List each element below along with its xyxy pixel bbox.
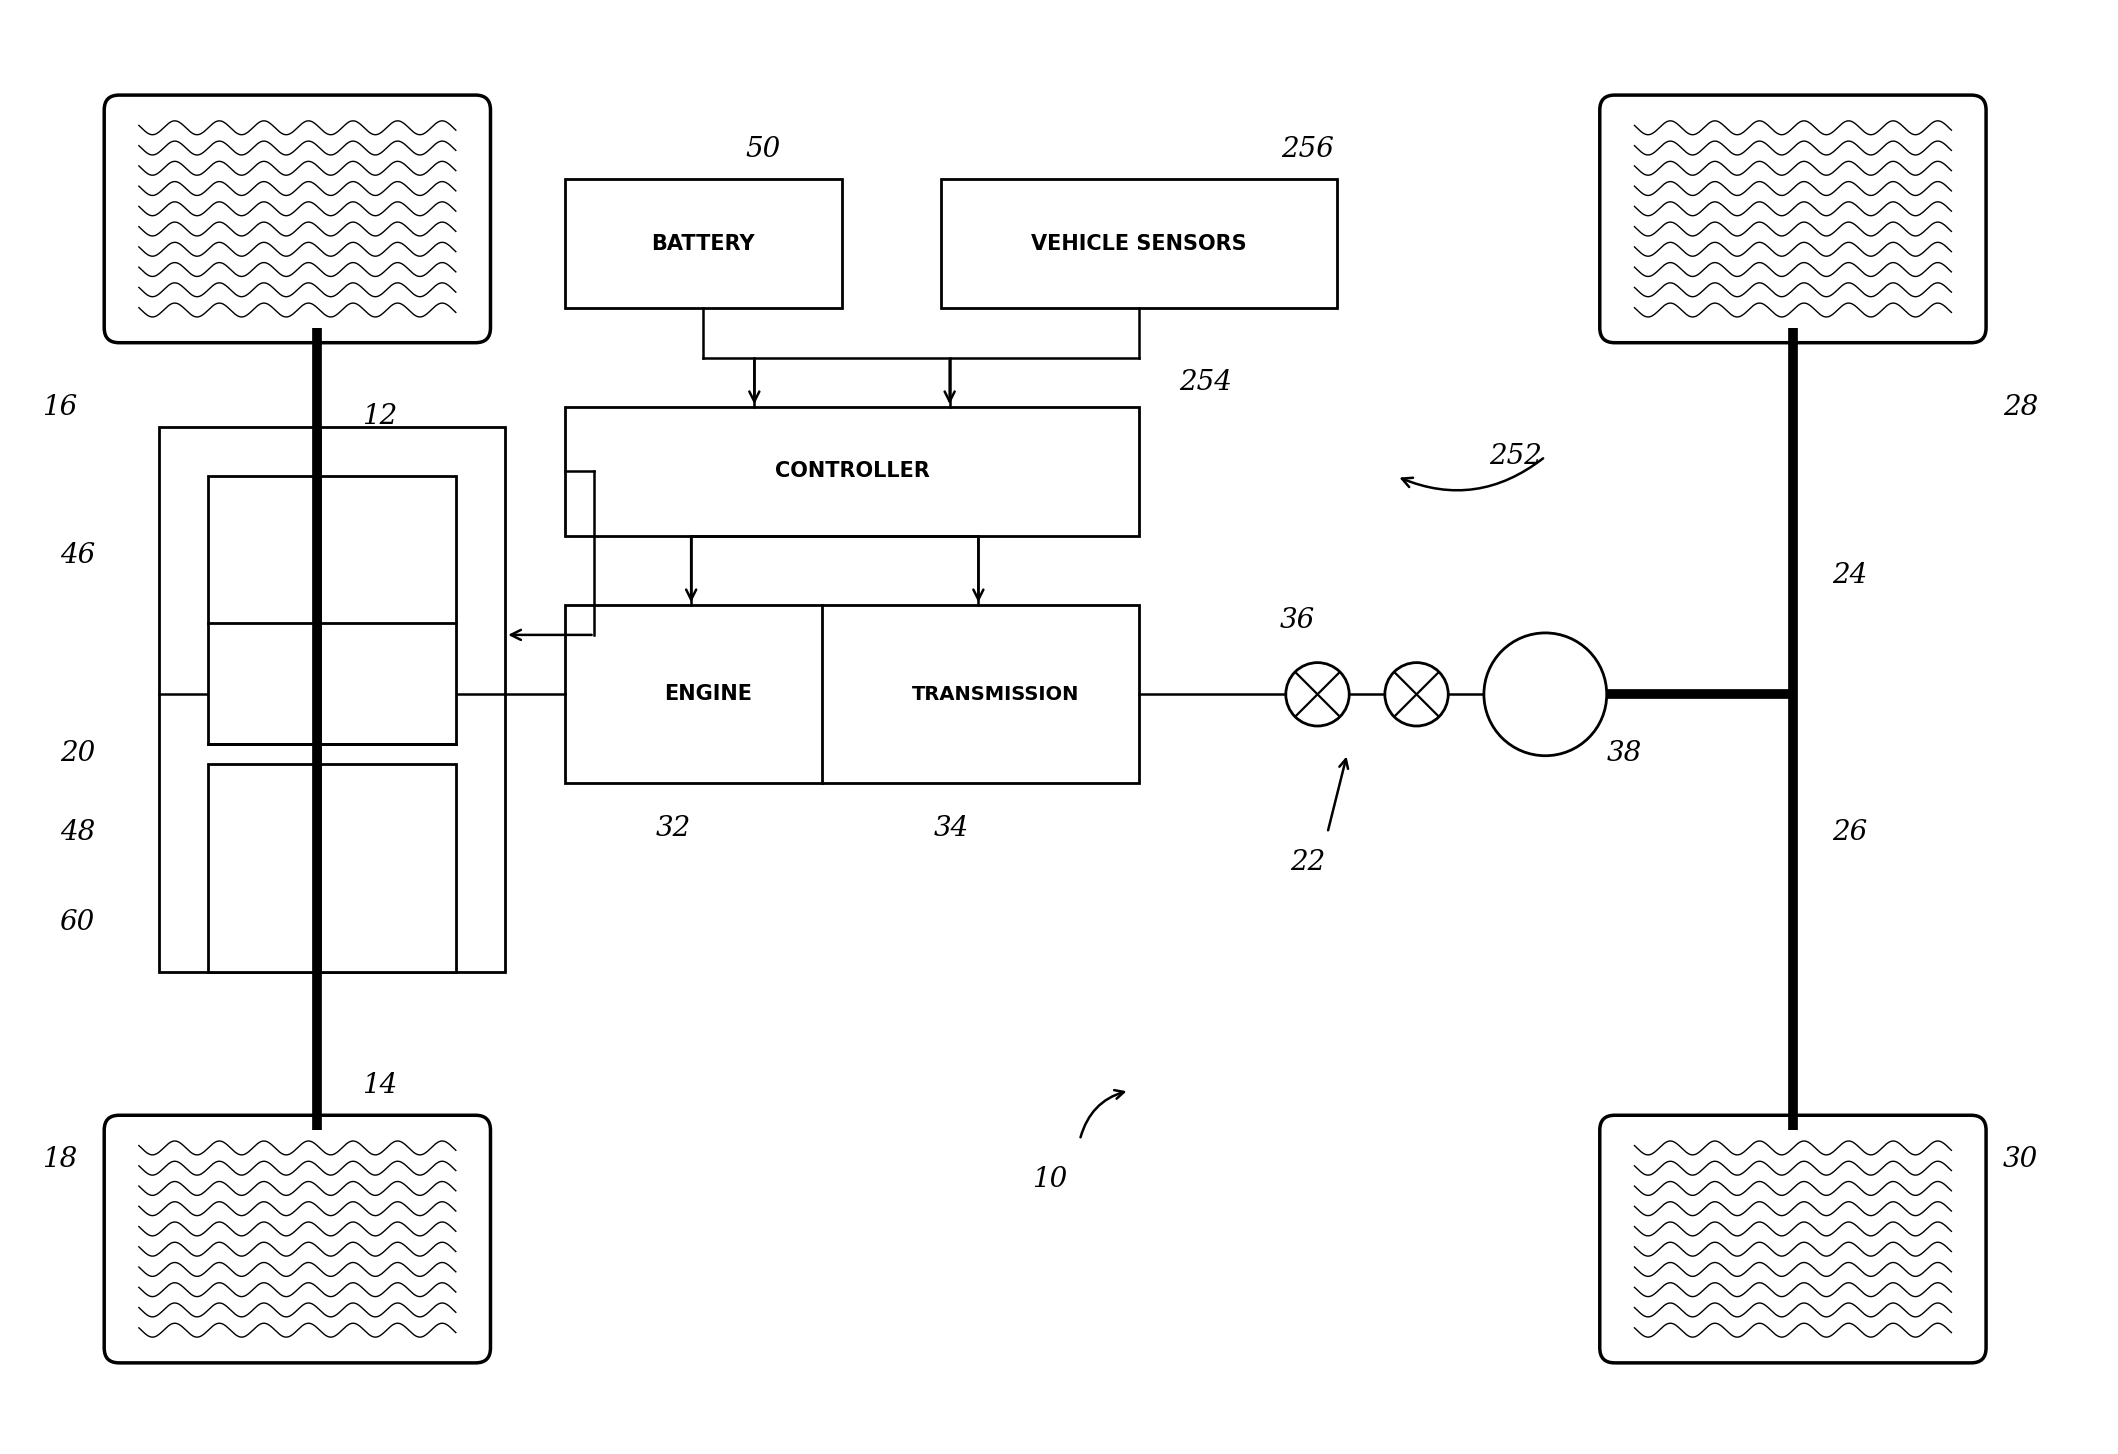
Text: 48: 48 bbox=[59, 820, 95, 846]
Bar bbox=[566, 407, 1139, 537]
Text: 18: 18 bbox=[42, 1146, 76, 1173]
Text: 32: 32 bbox=[657, 814, 690, 842]
Text: 46: 46 bbox=[59, 542, 95, 569]
Bar bbox=[159, 427, 506, 971]
Bar bbox=[940, 179, 1336, 308]
Text: 34: 34 bbox=[934, 814, 968, 842]
Text: ENGINE: ENGINE bbox=[665, 685, 752, 704]
Text: 24: 24 bbox=[1832, 561, 1868, 589]
Text: BATTERY: BATTERY bbox=[652, 234, 756, 253]
Text: 16: 16 bbox=[42, 394, 76, 420]
Text: 254: 254 bbox=[1180, 369, 1233, 395]
Text: 26: 26 bbox=[1832, 820, 1868, 846]
Circle shape bbox=[1286, 663, 1349, 726]
Text: 50: 50 bbox=[746, 137, 779, 163]
FancyBboxPatch shape bbox=[104, 95, 491, 343]
Bar bbox=[566, 605, 1139, 784]
Text: 256: 256 bbox=[1281, 137, 1334, 163]
Text: 30: 30 bbox=[2004, 1146, 2038, 1173]
Text: TRANSMISSION: TRANSMISSION bbox=[913, 685, 1080, 704]
Text: 20: 20 bbox=[59, 740, 95, 768]
Text: 22: 22 bbox=[1290, 849, 1326, 877]
Text: 10: 10 bbox=[1031, 1166, 1067, 1194]
Text: 252: 252 bbox=[1489, 443, 1542, 470]
Text: 38: 38 bbox=[1608, 740, 1641, 768]
Text: VEHICLE SENSORS: VEHICLE SENSORS bbox=[1031, 234, 1248, 253]
FancyBboxPatch shape bbox=[1599, 1115, 1987, 1362]
Text: CONTROLLER: CONTROLLER bbox=[775, 461, 930, 481]
Bar bbox=[208, 477, 455, 744]
Bar bbox=[208, 763, 455, 971]
Circle shape bbox=[1485, 632, 1608, 756]
Text: 36: 36 bbox=[1279, 606, 1315, 634]
FancyBboxPatch shape bbox=[1599, 95, 1987, 343]
Circle shape bbox=[1385, 663, 1449, 726]
FancyBboxPatch shape bbox=[104, 1115, 491, 1362]
Bar bbox=[566, 179, 843, 308]
Text: 60: 60 bbox=[59, 909, 95, 935]
Text: 14: 14 bbox=[362, 1072, 396, 1099]
Text: 28: 28 bbox=[2004, 394, 2038, 420]
Text: 12: 12 bbox=[362, 404, 396, 430]
